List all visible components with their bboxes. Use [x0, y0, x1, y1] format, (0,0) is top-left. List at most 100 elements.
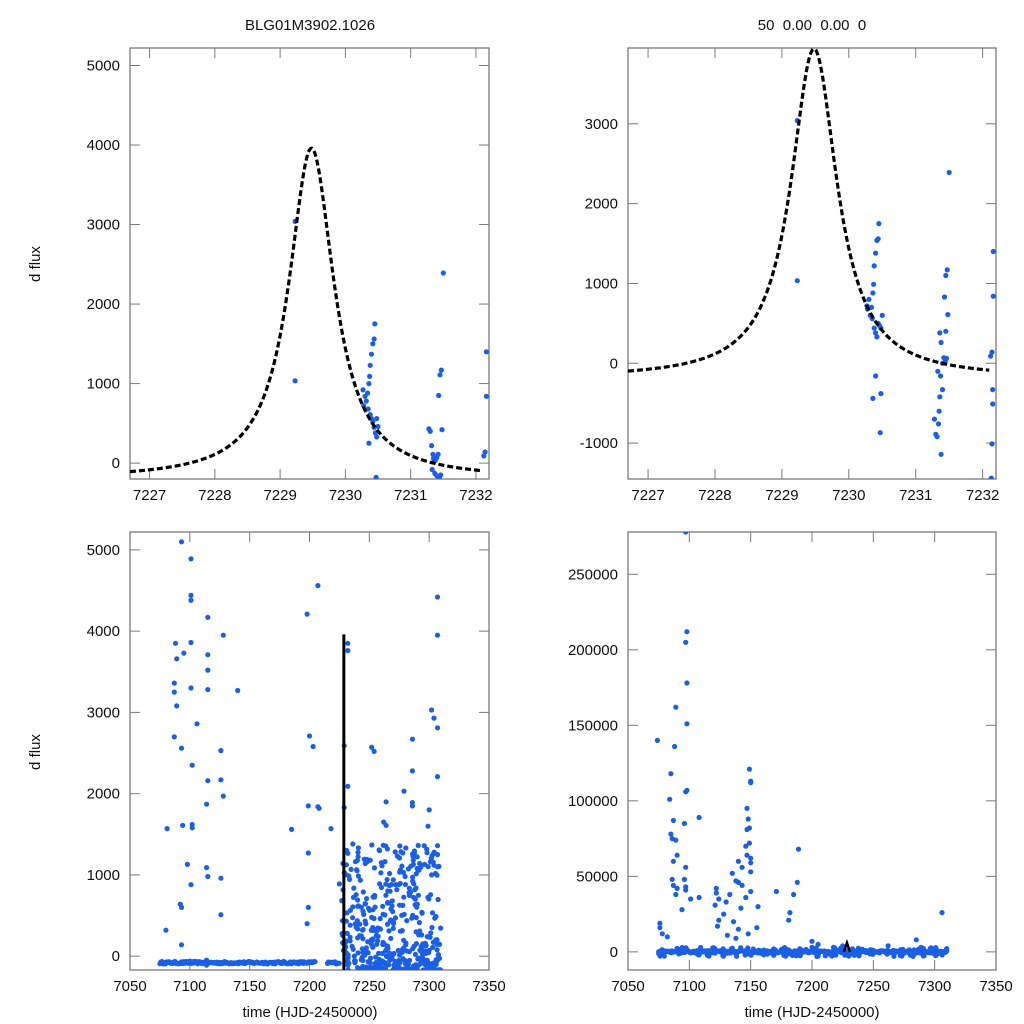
x-tick-label: 7250: [353, 978, 386, 995]
data-point: [354, 923, 360, 929]
data-point: [401, 894, 407, 900]
data-point: [831, 948, 838, 954]
data-point: [397, 843, 403, 849]
data-point: [359, 946, 365, 952]
panel-top-left-zoom: 7227 7228 7229 7230 7231 7232 0 1000 2000 3000 400…: [87, 47, 493, 504]
data-point: [781, 952, 787, 959]
y-tick-label: 3000: [87, 217, 120, 234]
data-point: [745, 816, 751, 822]
y-tick-label: 100000: [568, 793, 618, 810]
data-point: [218, 912, 224, 918]
data-point: [414, 901, 420, 907]
data-point: [304, 611, 310, 617]
data-point: [345, 640, 351, 646]
data-point: [386, 954, 392, 960]
chart-title-right-params: 50 0.00 0.00 0: [758, 17, 866, 34]
data-point: [681, 876, 688, 883]
data-point: [481, 453, 487, 459]
data-point: [378, 870, 384, 876]
data-point: [989, 441, 995, 447]
data-point: [347, 876, 353, 883]
data-point: [681, 820, 688, 827]
data-point: [679, 907, 685, 913]
data-point: [809, 938, 815, 944]
y-tick-label: 2000: [585, 196, 618, 213]
data-point: [371, 894, 378, 900]
data-point: [724, 950, 730, 956]
data-point: [681, 949, 688, 955]
data-point: [937, 394, 943, 400]
data-point: [235, 687, 241, 694]
data-point: [421, 861, 428, 867]
data-point: [434, 843, 441, 849]
data-point: [430, 451, 436, 457]
data-point: [385, 899, 391, 906]
data-point: [712, 902, 718, 908]
data-point: [401, 911, 407, 918]
data-point: [674, 945, 680, 952]
data-point: [877, 430, 883, 436]
x-tick-label: 7227: [631, 487, 664, 504]
data-point: [390, 919, 396, 925]
x-axis-label-bottom-left: time (HJD-2450000): [242, 1004, 377, 1021]
data-point: [679, 944, 685, 951]
data-point: [412, 896, 418, 902]
y-tick-label: 5000: [87, 542, 120, 559]
data-point: [403, 942, 409, 948]
data-point: [795, 846, 802, 852]
y-tick-label: 0: [610, 944, 618, 961]
y-tick-label: 2000: [87, 296, 120, 313]
data-point: [748, 855, 754, 861]
data-point: [668, 831, 674, 837]
data-point: [672, 743, 678, 750]
y-tick-label: 0: [610, 355, 618, 372]
data-point: [407, 957, 413, 964]
x-tick-label: 7300: [918, 978, 951, 995]
data-point: [758, 948, 764, 954]
data-point: [205, 667, 211, 673]
data-point: [387, 870, 393, 877]
data-point: [822, 953, 828, 959]
data-point: [382, 948, 388, 954]
data-point: [684, 787, 690, 793]
data-point: [873, 330, 879, 336]
data-point: [716, 896, 722, 902]
data-point: [784, 947, 790, 953]
data-point: [396, 855, 403, 861]
data-point: [435, 451, 441, 457]
data-point: [674, 885, 680, 892]
data-point: [414, 865, 420, 872]
data-point: [355, 849, 361, 855]
chart-title-left: BLG01M3902.1026: [245, 17, 375, 34]
data-point: [435, 967, 441, 970]
data-point: [772, 947, 779, 953]
data-point: [397, 928, 403, 934]
data-point: [174, 656, 180, 662]
data-point: [882, 949, 888, 955]
data-point: [743, 843, 749, 849]
y-tick-label: 3000: [585, 116, 618, 133]
data-point: [397, 869, 403, 875]
data-point: [396, 959, 402, 965]
data-point: [429, 910, 436, 916]
data-point: [873, 250, 879, 256]
y-tick-label: -1000: [580, 435, 618, 452]
data-point: [347, 934, 353, 940]
data-point: [733, 878, 739, 884]
data-point: [870, 290, 876, 296]
data-point: [360, 889, 366, 895]
data-point: [218, 777, 224, 783]
y-tick-label: 200000: [568, 642, 618, 659]
data-point: [431, 849, 437, 855]
data-point: [434, 947, 440, 953]
data-point: [945, 312, 951, 318]
data-point: [698, 944, 704, 951]
data-point: [204, 801, 210, 807]
data-point: [988, 353, 994, 359]
x-tick-label: 7227: [133, 487, 166, 504]
data-point: [390, 908, 396, 915]
data-point: [336, 881, 342, 887]
data-point: [388, 935, 394, 942]
data-point: [429, 466, 435, 473]
plot-frame: [627, 531, 997, 971]
